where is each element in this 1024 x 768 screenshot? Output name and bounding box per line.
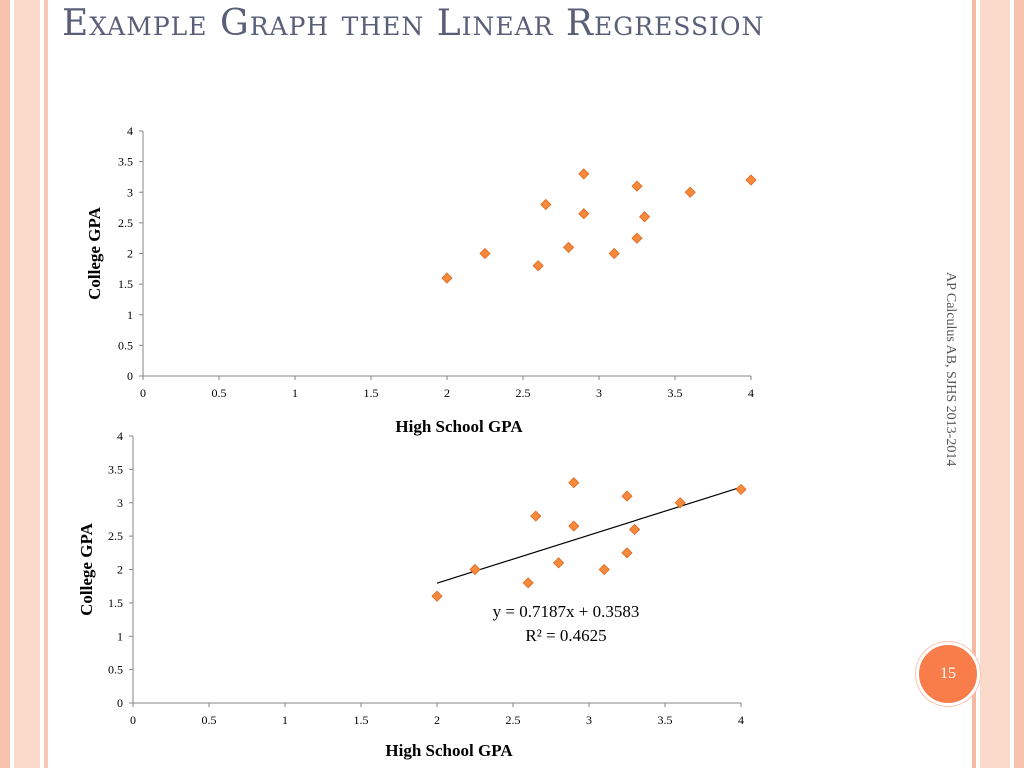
- data-point: [578, 168, 590, 180]
- y-tick-label: 0: [117, 696, 123, 710]
- y-axis-title: College GPA: [85, 206, 104, 299]
- data-point: [479, 247, 491, 260]
- x-tick-label: 2: [434, 713, 440, 727]
- right-decorative-stripe: [972, 0, 1024, 768]
- data-point: [608, 247, 620, 260]
- x-tick-label: 3: [596, 386, 602, 400]
- y-tick-label: 0.5: [108, 663, 123, 677]
- x-tick-label: 2.5: [506, 713, 521, 727]
- data-point: [631, 232, 643, 244]
- x-tick-label: 2.5: [516, 386, 531, 400]
- y-tick-label: 3.5: [118, 155, 133, 169]
- data-point: [522, 577, 534, 589]
- x-tick-label: 3.5: [658, 713, 673, 727]
- y-tick-label: 1.5: [118, 277, 133, 291]
- regression-line: [436, 486, 742, 584]
- x-tick-label: 3.5: [668, 386, 683, 400]
- data-point: [684, 186, 696, 198]
- y-tick-label: 3: [117, 496, 123, 510]
- x-tick-label: 0: [140, 386, 146, 400]
- y-axis-title: College GPA: [77, 522, 96, 615]
- x-tick-label: 3: [586, 713, 592, 727]
- x-tick-label: 1.5: [364, 386, 379, 400]
- y-tick-label: 2: [127, 247, 133, 261]
- r-squared-label: R² = 0.4625: [525, 626, 606, 645]
- y-tick-label: 4: [117, 429, 123, 443]
- y-tick-label: 2.5: [118, 216, 133, 230]
- y-tick-label: 4: [127, 124, 133, 138]
- left-decorative-stripe: [0, 0, 54, 768]
- x-tick-label: 0.5: [202, 713, 217, 727]
- data-point: [469, 563, 481, 576]
- data-point: [621, 490, 633, 502]
- x-tick-label: 2: [444, 386, 450, 400]
- x-axis-title: High School GPA: [395, 417, 523, 436]
- slide-title: Example Graph then Linear Regression: [62, 3, 765, 44]
- y-tick-label: 3.5: [108, 462, 123, 476]
- data-point: [629, 523, 641, 536]
- regression-equation: y = 0.7187x + 0.3583: [493, 602, 640, 621]
- data-point: [568, 520, 580, 532]
- data-point: [540, 198, 552, 211]
- y-tick-label: 0: [127, 369, 133, 383]
- data-point: [532, 260, 544, 272]
- x-tick-label: 1: [292, 386, 298, 400]
- y-tick-label: 0.5: [118, 338, 133, 352]
- data-point: [631, 180, 643, 192]
- data-point: [578, 208, 590, 220]
- y-tick-label: 2.5: [108, 529, 123, 543]
- data-point: [639, 211, 651, 223]
- y-tick-label: 2: [117, 563, 123, 577]
- data-point: [735, 483, 747, 495]
- y-tick-label: 1: [117, 629, 123, 643]
- page-number-badge: 15: [916, 642, 980, 706]
- x-tick-label: 4: [738, 713, 744, 727]
- y-tick-label: 1: [127, 308, 133, 322]
- data-point: [598, 563, 610, 576]
- x-tick-label: 4: [748, 386, 754, 400]
- x-tick-label: 1.5: [354, 713, 369, 727]
- data-point: [745, 174, 757, 186]
- x-axis-title: High School GPA: [385, 741, 513, 760]
- x-tick-label: 1: [282, 713, 288, 727]
- data-point: [568, 477, 580, 489]
- data-point: [553, 557, 565, 569]
- data-point: [441, 272, 453, 284]
- y-tick-label: 3: [127, 185, 133, 199]
- x-tick-label: 0: [130, 713, 136, 727]
- data-point: [530, 510, 542, 522]
- data-point: [621, 547, 633, 559]
- y-tick-label: 1.5: [108, 596, 123, 610]
- data-point: [431, 590, 443, 602]
- data-point: [674, 497, 686, 509]
- x-tick-label: 0.5: [212, 386, 227, 400]
- data-point: [563, 241, 575, 253]
